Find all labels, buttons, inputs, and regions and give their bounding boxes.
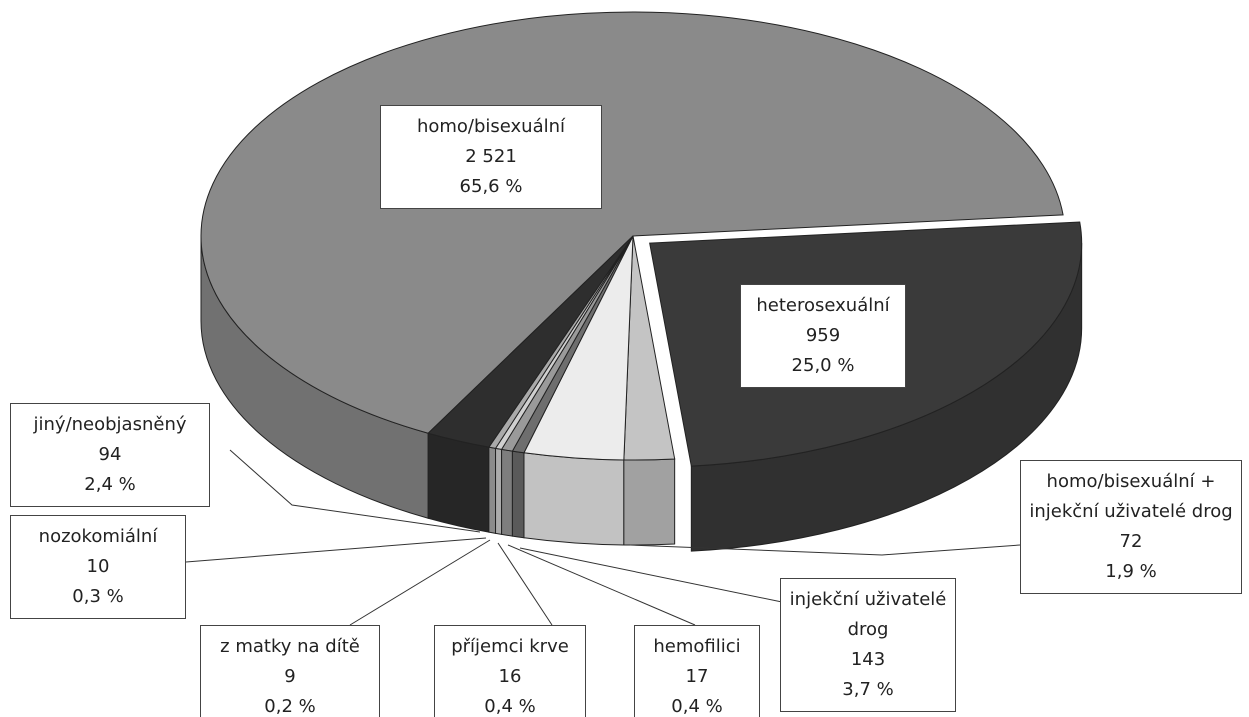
slice-label: nozokomiální 10 0,3 % (10, 515, 186, 619)
slice-value: 2 521 (465, 146, 517, 167)
pie-slice (427, 235, 634, 448)
slice-percent: 25,0 % (791, 355, 855, 376)
leader-line (629, 544, 1021, 556)
slice-value: 94 (98, 444, 122, 465)
pie-slice-side (495, 447, 503, 535)
leader-line (507, 544, 696, 626)
leader-line (185, 537, 487, 563)
slice-label: homo/bisexuální 2 521 65,6 % (380, 105, 602, 209)
slice-percent: 0,4 % (484, 696, 536, 717)
pie-slice-side (488, 446, 497, 534)
leader-line (349, 539, 491, 626)
slice-value: 143 (850, 649, 886, 670)
pie-slice-side (501, 448, 513, 537)
slice-label: homo/bisexuální + injekční uživatelé dro… (1020, 460, 1242, 594)
slice-name: homo/bisexuální + injekční uživatelé dro… (1029, 471, 1233, 522)
slice-percent: 3,7 % (842, 679, 894, 700)
slice-percent: 0,2 % (264, 696, 316, 717)
slice-name: hemofilici (653, 636, 741, 657)
slice-value: 72 (1119, 531, 1143, 552)
pie-slice-side (623, 458, 676, 546)
slice-name: homo/bisexuální (416, 116, 566, 137)
slice-percent: 65,6 % (459, 176, 523, 197)
slice-value: 10 (86, 556, 110, 577)
leader-line (229, 449, 481, 533)
slice-value: 16 (498, 666, 522, 687)
leader-line (519, 547, 783, 603)
slice-name: jiný/neobjasněný (33, 414, 187, 435)
pie-slice-side (523, 452, 625, 546)
slice-name: injekční uživatelé drog (789, 589, 947, 640)
slice-name: z matky na dítě (220, 636, 360, 657)
slice-name: heterosexuální (756, 295, 890, 316)
slice-label: hemofilici 17 0,4 % (634, 625, 760, 717)
leader-line (497, 542, 553, 626)
slice-percent: 2,4 % (84, 474, 136, 495)
pie-slice-side (511, 450, 525, 539)
pie-slice-side (427, 432, 490, 533)
slice-name: příjemci krve (451, 636, 569, 657)
slice-value: 17 (685, 666, 709, 687)
slice-label: příjemci krve 16 0,4 % (434, 625, 586, 717)
slice-percent: 0,3 % (72, 586, 124, 607)
slice-label: jiný/neobjasněný 94 2,4 % (10, 403, 210, 507)
slice-percent: 0,4 % (671, 696, 723, 717)
slice-label: heterosexuální 959 25,0 % (740, 284, 906, 388)
slice-name: nozokomiální (38, 526, 158, 547)
slice-label: z matky na dítě 9 0,2 % (200, 625, 380, 717)
slice-label: injekční uživatelé drog 143 3,7 % (780, 578, 956, 712)
slice-value: 959 (805, 325, 841, 346)
slice-percent: 1,9 % (1105, 561, 1157, 582)
slice-value: 9 (284, 666, 296, 687)
